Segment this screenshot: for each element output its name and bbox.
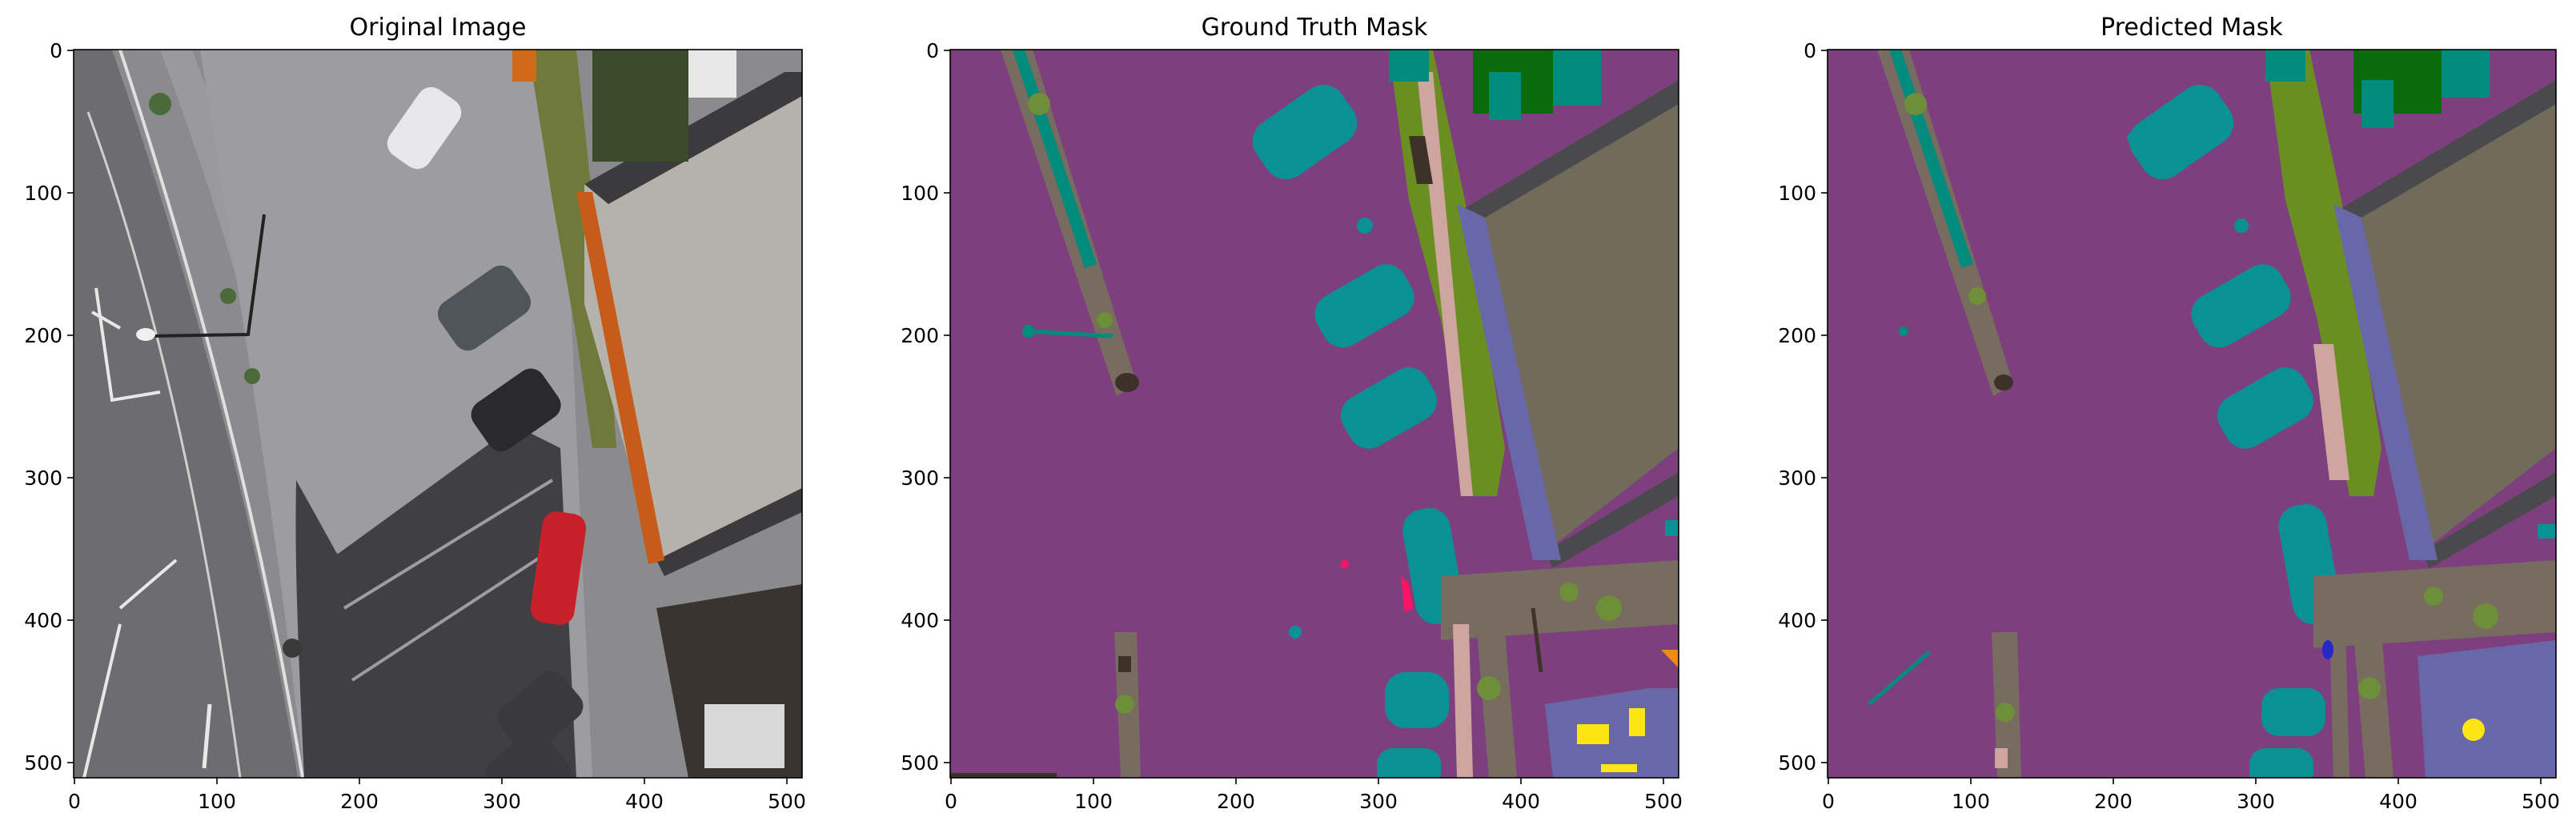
y-tick-label: 0 — [926, 39, 939, 62]
panel1-y-axis: 0 100 200 300 400 500 — [24, 39, 74, 775]
x-tick-label: 0 — [1822, 790, 1835, 813]
y-tick-label: 500 — [1778, 751, 1816, 775]
y-tick-label: 200 — [24, 324, 62, 347]
panel-title-predicted: Predicted Mask — [2101, 14, 2283, 42]
x-tick-label: 200 — [1217, 790, 1255, 813]
x-tick-label: 500 — [768, 790, 806, 813]
predicted-mask — [1828, 50, 2556, 778]
x-tick-label: 500 — [2522, 790, 2560, 813]
ground-truth-mask — [950, 50, 1679, 778]
x-tick-label: 200 — [340, 790, 379, 813]
x-tick-label: 300 — [2237, 790, 2275, 813]
panel1-x-axis: 0 100 200 300 400 500 — [68, 778, 806, 813]
x-tick-label: 400 — [1502, 790, 1540, 813]
panel-title-original: Original Image — [350, 14, 527, 42]
x-tick-label: 0 — [945, 790, 957, 813]
x-tick-label: 100 — [198, 790, 236, 813]
panel3-x-axis: 0 100 200 300 400 500 — [1822, 778, 2560, 813]
x-tick-label: 300 — [483, 790, 521, 813]
y-tick-label: 0 — [50, 39, 62, 62]
y-tick-label: 300 — [901, 467, 939, 490]
axes-frames — [73, 49, 2557, 779]
y-tick-label: 400 — [24, 609, 62, 632]
original-image — [74, 50, 802, 778]
panel2-x-axis: 0 100 200 300 400 500 — [945, 778, 1683, 813]
y-tick-label: 400 — [1778, 609, 1816, 632]
x-tick-label: 400 — [2379, 790, 2418, 813]
x-tick-label: 500 — [1644, 790, 1683, 813]
y-tick-label: 100 — [24, 182, 62, 205]
y-tick-label: 500 — [901, 751, 939, 775]
x-tick-label: 100 — [1952, 790, 1990, 813]
panel2-y-axis: 0 100 200 300 400 500 — [901, 39, 950, 775]
y-tick-label: 0 — [1804, 39, 1816, 62]
x-tick-label: 400 — [625, 790, 664, 813]
y-tick-label: 200 — [901, 324, 939, 347]
panel-title-ground-truth: Ground Truth Mask — [1202, 14, 1428, 42]
y-tick-label: 300 — [24, 467, 62, 490]
x-tick-label: 100 — [1074, 790, 1113, 813]
y-tick-label: 200 — [1778, 324, 1816, 347]
y-tick-label: 400 — [901, 609, 939, 632]
y-tick-label: 100 — [1778, 182, 1816, 205]
x-tick-label: 200 — [2094, 790, 2133, 813]
y-tick-label: 100 — [901, 182, 939, 205]
y-tick-label: 500 — [24, 751, 62, 775]
y-tick-label: 300 — [1778, 467, 1816, 490]
x-tick-label: 0 — [68, 790, 81, 813]
x-tick-label: 300 — [1359, 790, 1398, 813]
panel3-y-axis: 0 100 200 300 400 500 — [1778, 39, 1828, 775]
